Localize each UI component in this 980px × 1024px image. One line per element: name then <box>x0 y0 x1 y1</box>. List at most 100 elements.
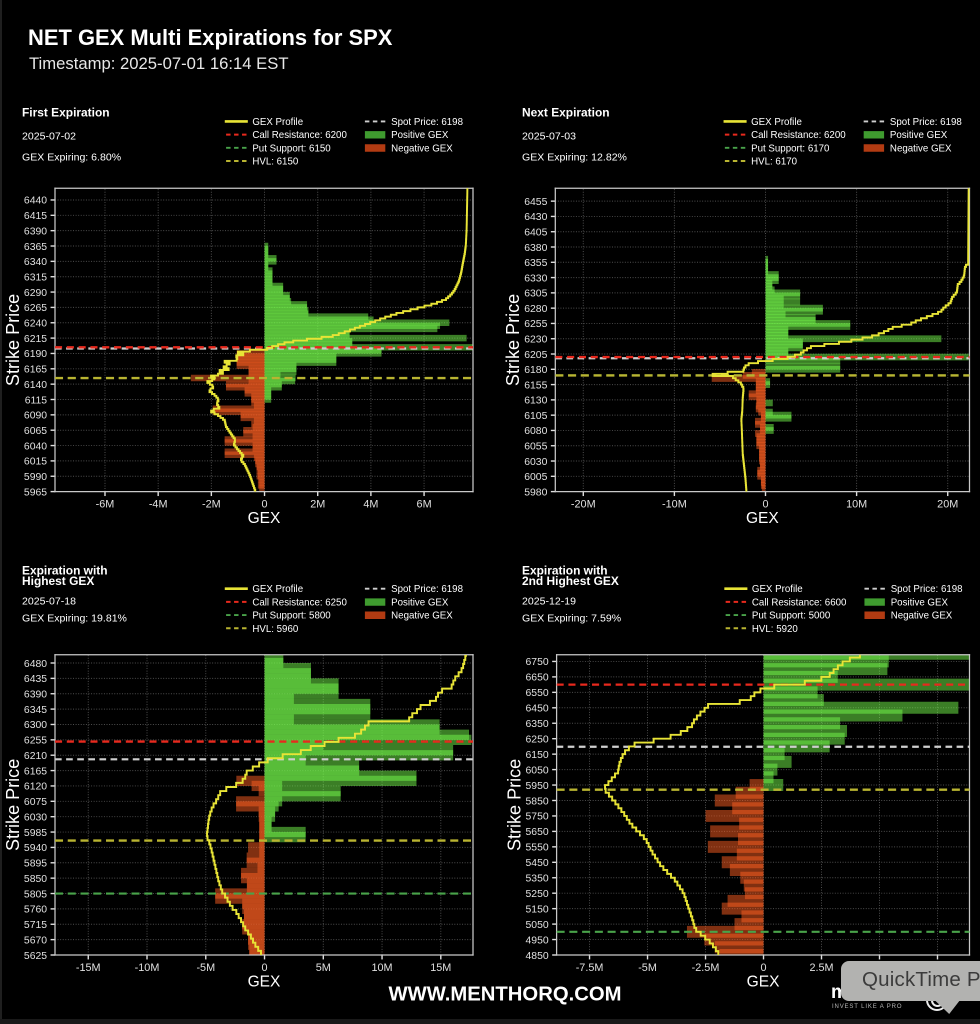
svg-text:6180: 6180 <box>524 365 547 376</box>
svg-text:Spot Price: 6198: Spot Price: 6198 <box>391 117 463 128</box>
svg-text:GEX Expiring: 19.81%: GEX Expiring: 19.81% <box>22 613 127 625</box>
svg-text:-20M: -20M <box>571 498 596 510</box>
svg-text:Strike Price: Strike Price <box>3 759 23 851</box>
svg-text:6390: 6390 <box>24 226 47 237</box>
svg-text:2025-07-18: 2025-07-18 <box>22 596 76 608</box>
svg-text:GEX Profile: GEX Profile <box>252 584 303 595</box>
svg-text:GEX: GEX <box>747 973 780 990</box>
svg-text:6030: 6030 <box>524 457 547 468</box>
svg-text:GEX: GEX <box>248 510 281 527</box>
svg-text:Negative GEX: Negative GEX <box>890 143 952 154</box>
svg-text:6455: 6455 <box>524 197 547 208</box>
svg-text:20M: 20M <box>937 498 958 510</box>
svg-text:2025-07-03: 2025-07-03 <box>522 131 576 143</box>
svg-text:6330: 6330 <box>524 273 547 284</box>
svg-text:6450: 6450 <box>526 704 549 715</box>
svg-text:0: 0 <box>262 498 268 510</box>
svg-text:4950: 4950 <box>526 935 549 946</box>
svg-text:6080: 6080 <box>524 426 547 437</box>
svg-text:6255: 6255 <box>24 736 47 747</box>
svg-text:Negative GEX: Negative GEX <box>891 611 953 622</box>
svg-text:Positive GEX: Positive GEX <box>891 597 949 608</box>
svg-text:NET GEX Multi Expirations for: NET GEX Multi Expirations for SPX <box>28 25 393 50</box>
svg-text:Put Support: 5800: Put Support: 5800 <box>252 611 331 622</box>
svg-text:6150: 6150 <box>526 750 549 761</box>
svg-text:6140: 6140 <box>24 380 47 391</box>
svg-text:6350: 6350 <box>526 719 549 730</box>
svg-text:6065: 6065 <box>24 426 47 437</box>
svg-text:6280: 6280 <box>524 304 547 315</box>
svg-text:GEX Expiring: 6.80%: GEX Expiring: 6.80% <box>22 152 121 164</box>
svg-text:6215: 6215 <box>24 334 47 345</box>
svg-text:6380: 6380 <box>524 243 547 254</box>
svg-text:Negative GEX: Negative GEX <box>391 143 453 154</box>
svg-text:HVL: 5960: HVL: 5960 <box>252 624 299 635</box>
svg-text:6030: 6030 <box>24 812 47 823</box>
svg-text:6075: 6075 <box>24 797 47 808</box>
svg-text:5250: 5250 <box>526 889 549 900</box>
svg-text:6405: 6405 <box>524 227 547 238</box>
svg-text:6130: 6130 <box>524 396 547 407</box>
svg-text:GEX Expiring: 12.82%: GEX Expiring: 12.82% <box>522 152 627 164</box>
svg-text:6105: 6105 <box>524 411 547 422</box>
svg-text:-2.5M: -2.5M <box>692 962 720 974</box>
svg-text:5850: 5850 <box>526 796 549 807</box>
svg-text:5750: 5750 <box>526 812 549 823</box>
svg-text:6300: 6300 <box>24 720 47 731</box>
svg-text:-4M: -4M <box>149 498 168 510</box>
svg-text:2025-07-02: 2025-07-02 <box>22 131 76 143</box>
svg-text:5940: 5940 <box>24 843 47 854</box>
svg-text:Positive GEX: Positive GEX <box>391 130 449 141</box>
svg-text:Put Support: 6150: Put Support: 6150 <box>252 143 331 154</box>
svg-text:6005: 6005 <box>524 472 547 483</box>
svg-text:Put Support: 6170: Put Support: 6170 <box>751 143 830 154</box>
svg-text:6055: 6055 <box>524 442 547 453</box>
svg-text:4M: 4M <box>363 498 378 510</box>
svg-text:15M: 15M <box>430 962 451 974</box>
svg-text:Negative GEX: Negative GEX <box>391 611 453 622</box>
svg-text:GEX Profile: GEX Profile <box>252 117 303 128</box>
svg-text:6305: 6305 <box>524 289 547 300</box>
svg-text:0: 0 <box>262 962 268 974</box>
svg-text:GEX Profile: GEX Profile <box>751 117 802 128</box>
svg-text:Strike Price: Strike Price <box>504 759 524 851</box>
svg-text:5625: 5625 <box>24 951 47 962</box>
svg-text:5670: 5670 <box>24 935 47 946</box>
svg-text:6750: 6750 <box>526 657 549 668</box>
svg-text:5550: 5550 <box>526 843 549 854</box>
svg-text:Positive GEX: Positive GEX <box>391 597 449 608</box>
svg-text:2M: 2M <box>310 498 325 510</box>
svg-text:0: 0 <box>760 962 766 974</box>
svg-text:6015: 6015 <box>24 457 47 468</box>
svg-text:5985: 5985 <box>24 828 47 839</box>
svg-text:Spot Price: 6198: Spot Price: 6198 <box>891 584 963 595</box>
svg-text:HVL: 6150: HVL: 6150 <box>252 157 299 168</box>
svg-text:2nd Highest GEX: 2nd Highest GEX <box>522 574 619 588</box>
svg-text:6255: 6255 <box>524 319 547 330</box>
svg-text:5805: 5805 <box>24 889 47 900</box>
svg-text:-10M: -10M <box>135 962 160 974</box>
svg-text:-6M: -6M <box>96 498 115 510</box>
svg-text:Highest GEX: Highest GEX <box>22 574 94 588</box>
svg-text:6345: 6345 <box>24 705 47 716</box>
svg-text:5990: 5990 <box>24 472 47 483</box>
svg-text:Strike Price: Strike Price <box>3 294 23 386</box>
svg-text:GEX: GEX <box>746 510 779 527</box>
svg-text:6165: 6165 <box>24 365 47 376</box>
svg-text:6650: 6650 <box>526 673 549 684</box>
svg-text:-10M: -10M <box>662 498 687 510</box>
svg-text:Strike Price: Strike Price <box>503 294 523 386</box>
svg-text:HVL: 6170: HVL: 6170 <box>751 157 798 168</box>
svg-text:6240: 6240 <box>24 319 47 330</box>
svg-text:6040: 6040 <box>24 441 47 452</box>
svg-text:5895: 5895 <box>24 859 47 870</box>
svg-text:Positive GEX: Positive GEX <box>890 130 948 141</box>
svg-text:GEX: GEX <box>248 973 281 990</box>
svg-text:6050: 6050 <box>526 765 549 776</box>
svg-text:Call Resistance: 6200: Call Resistance: 6200 <box>751 130 846 141</box>
svg-text:4850: 4850 <box>526 951 549 962</box>
svg-text:-5M: -5M <box>196 962 215 974</box>
svg-text:10M: 10M <box>846 498 867 510</box>
svg-text:6205: 6205 <box>524 350 547 361</box>
svg-text:10M: 10M <box>372 962 393 974</box>
